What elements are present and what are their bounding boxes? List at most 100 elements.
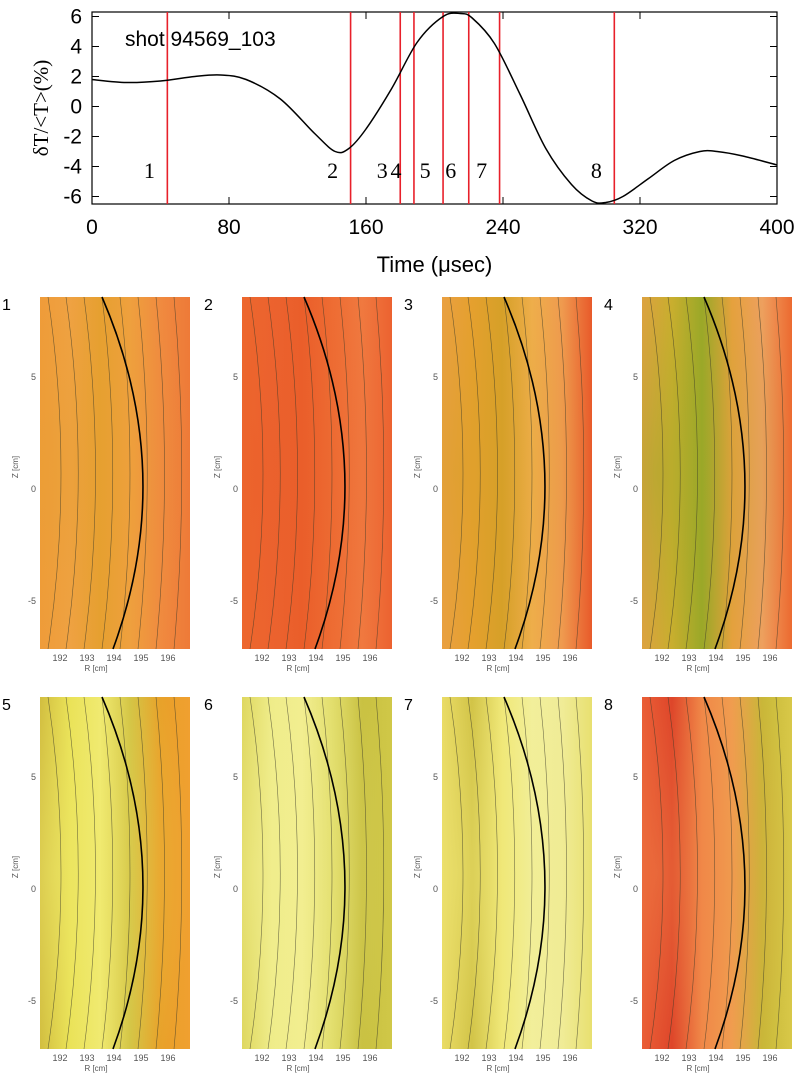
contour-line (649, 296, 664, 650)
y-tick-label: -4 (63, 156, 82, 179)
y-tick-label: 4 (70, 36, 82, 59)
r-tick-label: 192 (52, 1053, 67, 1063)
separatrix-curve (303, 296, 346, 650)
r-axis-label: R [cm] (286, 1064, 309, 1073)
r-tick-label: 195 (535, 653, 550, 663)
contour-line (375, 696, 385, 1050)
contour-core (442, 297, 592, 649)
r-axis-label: R [cm] (486, 664, 509, 673)
r-tick-label: 193 (481, 653, 496, 663)
z-tick-label: 0 (433, 484, 438, 494)
contour-line (649, 696, 664, 1050)
contour-line (449, 296, 464, 650)
contour-line (503, 696, 516, 1050)
contour-line (137, 696, 148, 1050)
contour-line (321, 296, 333, 650)
z-tick-label: 0 (31, 484, 36, 494)
z-tick-label: 0 (31, 884, 36, 894)
panel-label: 4 (604, 297, 613, 314)
z-tick-label: -5 (630, 596, 638, 606)
x-tick-label: 320 (622, 216, 657, 239)
r-tick-label: 194 (106, 653, 121, 663)
r-axis-label: R [cm] (84, 664, 107, 673)
contour-line (521, 296, 533, 650)
panel-label: 7 (404, 697, 413, 714)
z-tick-label: 5 (233, 772, 238, 782)
contour-line (173, 296, 183, 650)
z-tick-label: -5 (28, 996, 36, 1006)
r-tick-label: 192 (52, 653, 67, 663)
z-tick-label: -5 (430, 596, 438, 606)
contour-line (775, 696, 785, 1050)
chart-title: shot 94569_103 (125, 28, 276, 51)
y-tick-label: -6 (63, 186, 82, 209)
y-tick-label: 2 (70, 66, 82, 89)
contour-line (503, 296, 516, 650)
contour-core (642, 297, 792, 649)
contour-line (119, 696, 131, 1050)
contour-line (101, 296, 114, 650)
contour-core (242, 297, 392, 649)
marker-label-8: 8 (591, 158, 602, 183)
contour-line (449, 696, 464, 1050)
marker-label-2: 2 (327, 158, 338, 183)
z-axis-label: Z [cm] (213, 456, 222, 478)
marker-label-1: 1 (144, 158, 155, 183)
contour-line (557, 296, 567, 650)
contour-line (757, 696, 767, 1050)
r-tick-label: 193 (79, 1053, 94, 1063)
r-tick-label: 195 (735, 653, 750, 663)
contour-line (83, 296, 96, 650)
z-tick-label: 5 (31, 772, 36, 782)
z-tick-label: 5 (433, 772, 438, 782)
r-tick-label: 194 (308, 1053, 323, 1063)
r-tick-label: 195 (335, 653, 350, 663)
contour-line (757, 296, 767, 650)
r-tick-label: 194 (308, 653, 323, 663)
x-tick-label: 80 (217, 216, 240, 239)
marker-label-4: 4 (390, 158, 401, 183)
contour-panel-5: 5 5 0 -5 Z [cm] 192 193 194 195 196 R [cm] (0, 692, 192, 1077)
r-axis-label: R [cm] (84, 1064, 107, 1073)
z-tick-label: 0 (433, 884, 438, 894)
contour-core (40, 297, 190, 649)
r-tick-label: 192 (654, 1053, 669, 1063)
r-tick-label: 193 (681, 1053, 696, 1063)
marker-label-3: 3 (377, 158, 388, 183)
marker-label-7: 7 (476, 158, 487, 183)
r-axis-label: R [cm] (286, 664, 309, 673)
separatrix-curve (101, 296, 144, 650)
r-tick-label: 192 (454, 653, 469, 663)
r-tick-label: 194 (508, 1053, 523, 1063)
z-tick-label: -5 (630, 996, 638, 1006)
z-axis-label: Z [cm] (11, 456, 20, 478)
separatrix-curve (703, 696, 746, 1050)
separatrix-curve (303, 696, 346, 1050)
contour-line (539, 696, 550, 1050)
contour-line (303, 296, 316, 650)
z-tick-label: 5 (633, 772, 638, 782)
contour-line (357, 696, 367, 1050)
x-tick-label: 160 (348, 216, 383, 239)
contour-line (557, 696, 567, 1050)
r-tick-label: 195 (535, 1053, 550, 1063)
r-tick-label: 196 (562, 1053, 577, 1063)
contour-line (119, 296, 131, 650)
z-axis-label: Z [cm] (613, 856, 622, 878)
contour-line (65, 696, 79, 1050)
z-tick-label: -5 (28, 596, 36, 606)
contour-line (539, 296, 550, 650)
contour-line (685, 696, 698, 1050)
panel-label: 2 (204, 297, 213, 314)
contour-line (703, 296, 716, 650)
r-tick-label: 193 (681, 653, 696, 663)
contour-core (40, 697, 190, 1049)
r-tick-label: 196 (160, 653, 175, 663)
contour-line (521, 696, 533, 1050)
r-tick-label: 192 (654, 653, 669, 663)
r-axis-label: R [cm] (686, 1064, 709, 1073)
contour-core (242, 697, 392, 1049)
x-tick-label: 240 (485, 216, 520, 239)
contour-panel-7: 7 5 0 -5 Z [cm] 192 193 194 195 196 R [cm] (402, 692, 594, 1077)
r-tick-label: 196 (362, 1053, 377, 1063)
